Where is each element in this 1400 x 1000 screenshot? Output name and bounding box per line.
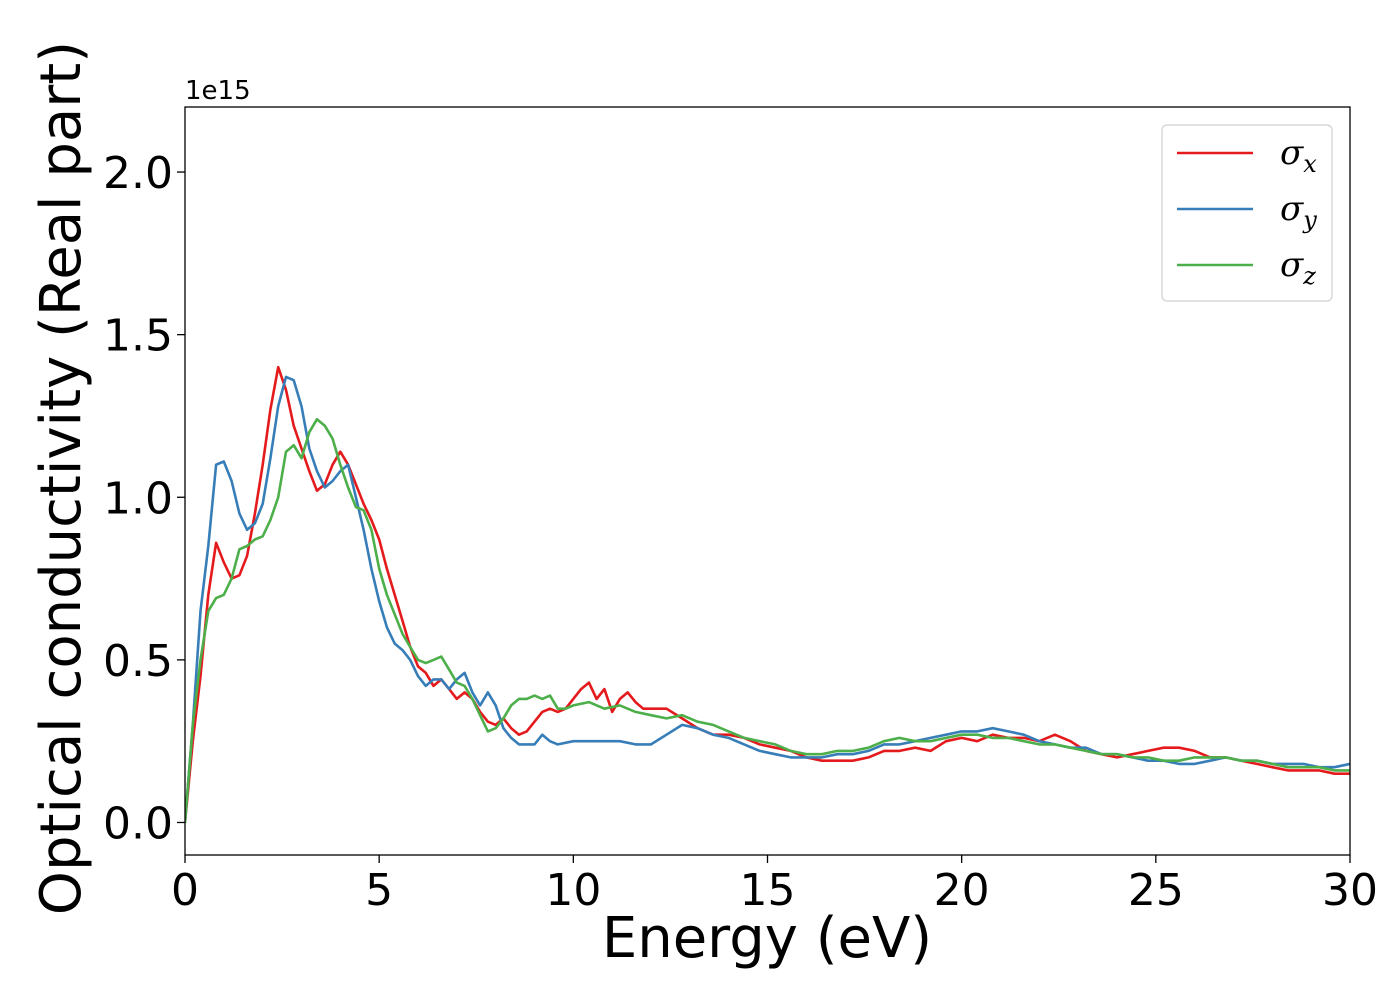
y-offset-label: 1e15 xyxy=(185,76,251,106)
series-layer xyxy=(185,365,1350,823)
legend-label-z: σz xyxy=(1280,245,1316,290)
x-tick-label: 30 xyxy=(1322,865,1378,916)
series-line-y xyxy=(185,375,1350,823)
y-axis-ticks: 0.0 0.5 1.0 1.5 2.0 xyxy=(103,148,185,849)
y-axis-label: Optical conductivity (Real part) xyxy=(29,41,94,915)
y-tick-label: 2.0 xyxy=(103,148,173,199)
y-tick-label: 0.0 xyxy=(103,798,173,849)
x-axis-label: Energy (eV) xyxy=(602,906,932,971)
x-tick-label: 15 xyxy=(740,865,796,916)
x-tick-label: 5 xyxy=(365,865,393,916)
x-axis-ticks: 0 5 10 15 20 25 30 xyxy=(171,855,1378,916)
legend-label-x: σx xyxy=(1280,133,1317,178)
x-tick-label: 20 xyxy=(934,865,990,916)
x-tick-label: 25 xyxy=(1128,865,1184,916)
x-tick-label: 0 xyxy=(171,865,199,916)
y-tick-label: 1.5 xyxy=(103,311,173,362)
series-line-z xyxy=(185,417,1350,823)
x-tick-label: 10 xyxy=(545,865,601,916)
y-tick-label: 0.5 xyxy=(103,636,173,687)
legend-box xyxy=(1161,124,1333,302)
legend: σx σy σz xyxy=(1161,124,1333,302)
y-tick-label: 1.0 xyxy=(103,473,173,524)
series-line-x xyxy=(185,365,1350,823)
legend-label-y: σy xyxy=(1280,189,1317,234)
